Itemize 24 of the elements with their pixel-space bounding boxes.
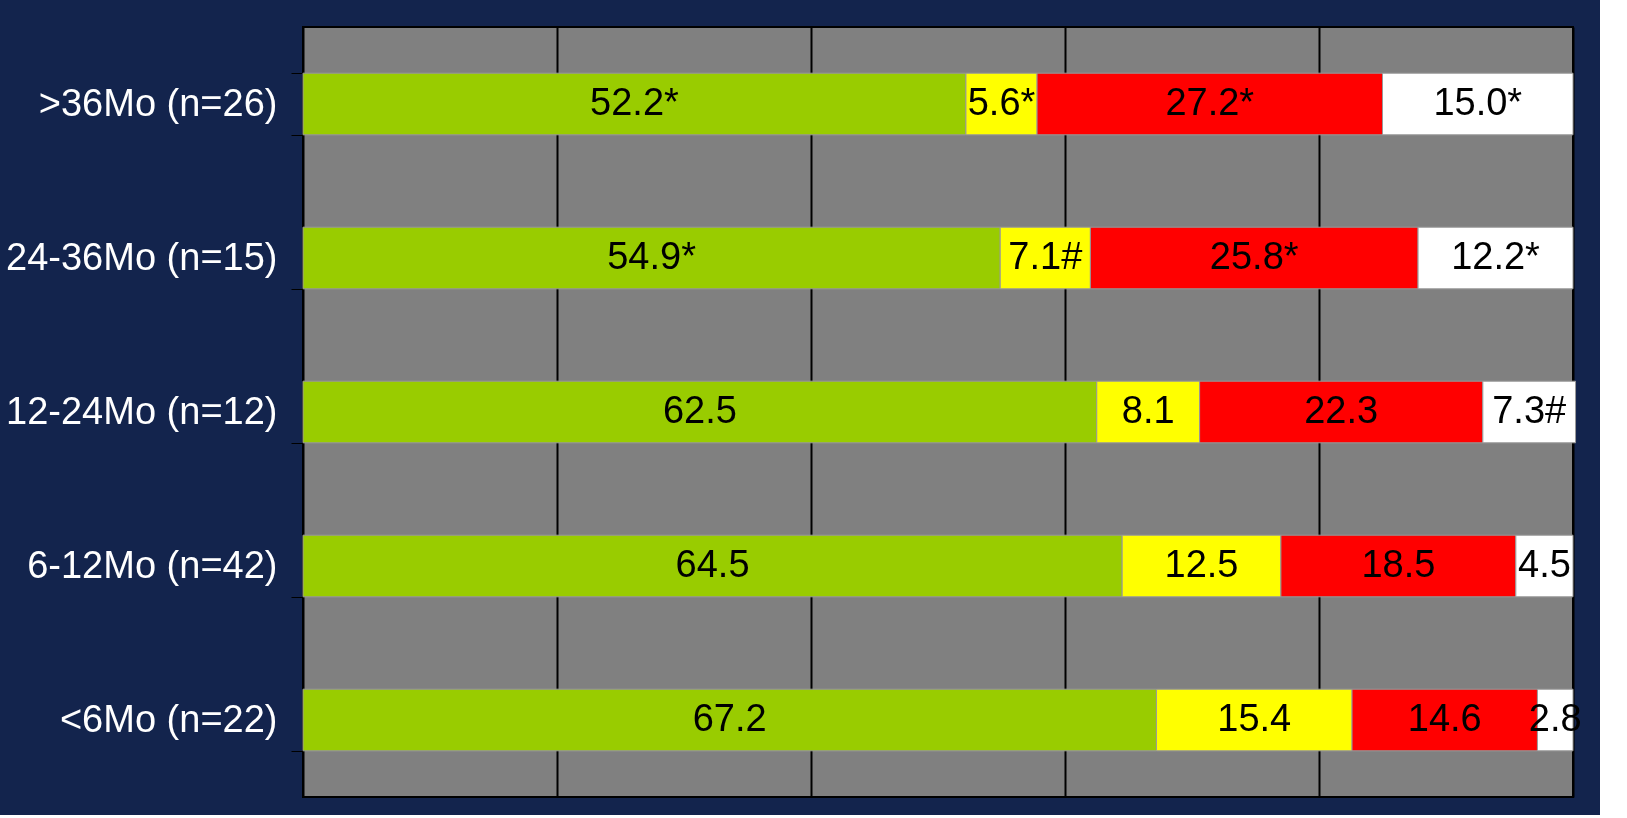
data-label: 22.3 <box>1304 389 1379 431</box>
y-tick-label: <6Mo (n=22) <box>59 697 278 740</box>
data-label: 4.5 <box>1518 543 1571 585</box>
y-tick-label: 6-12Mo (n=42) <box>27 543 278 586</box>
data-label: 52.2* <box>590 81 680 123</box>
data-label: 18.5 <box>1361 543 1436 585</box>
data-label: 15.4 <box>1217 697 1292 739</box>
data-label: 62.5 <box>662 389 737 431</box>
y-tick-label: 24-36Mo (n=15) <box>6 235 278 278</box>
data-label: 67.2 <box>692 697 767 739</box>
data-label: 7.3# <box>1492 389 1567 431</box>
data-label: 12.5 <box>1164 543 1239 585</box>
data-label: 25.8* <box>1209 235 1299 277</box>
data-label: 12.2* <box>1451 235 1541 277</box>
data-label: 14.6 <box>1407 697 1482 739</box>
data-label: 27.2* <box>1165 81 1255 123</box>
data-label: 54.9* <box>607 235 697 277</box>
data-label: 64.5 <box>675 543 750 585</box>
y-tick-label: 12-24Mo (n=12) <box>6 389 278 432</box>
data-label: 15.0* <box>1433 81 1523 123</box>
data-label: 5.6* <box>967 81 1036 123</box>
data-label: 8.1 <box>1121 389 1175 431</box>
y-tick-label: >36Mo (n=26) <box>38 81 278 124</box>
data-label: 7.1# <box>1008 235 1083 277</box>
